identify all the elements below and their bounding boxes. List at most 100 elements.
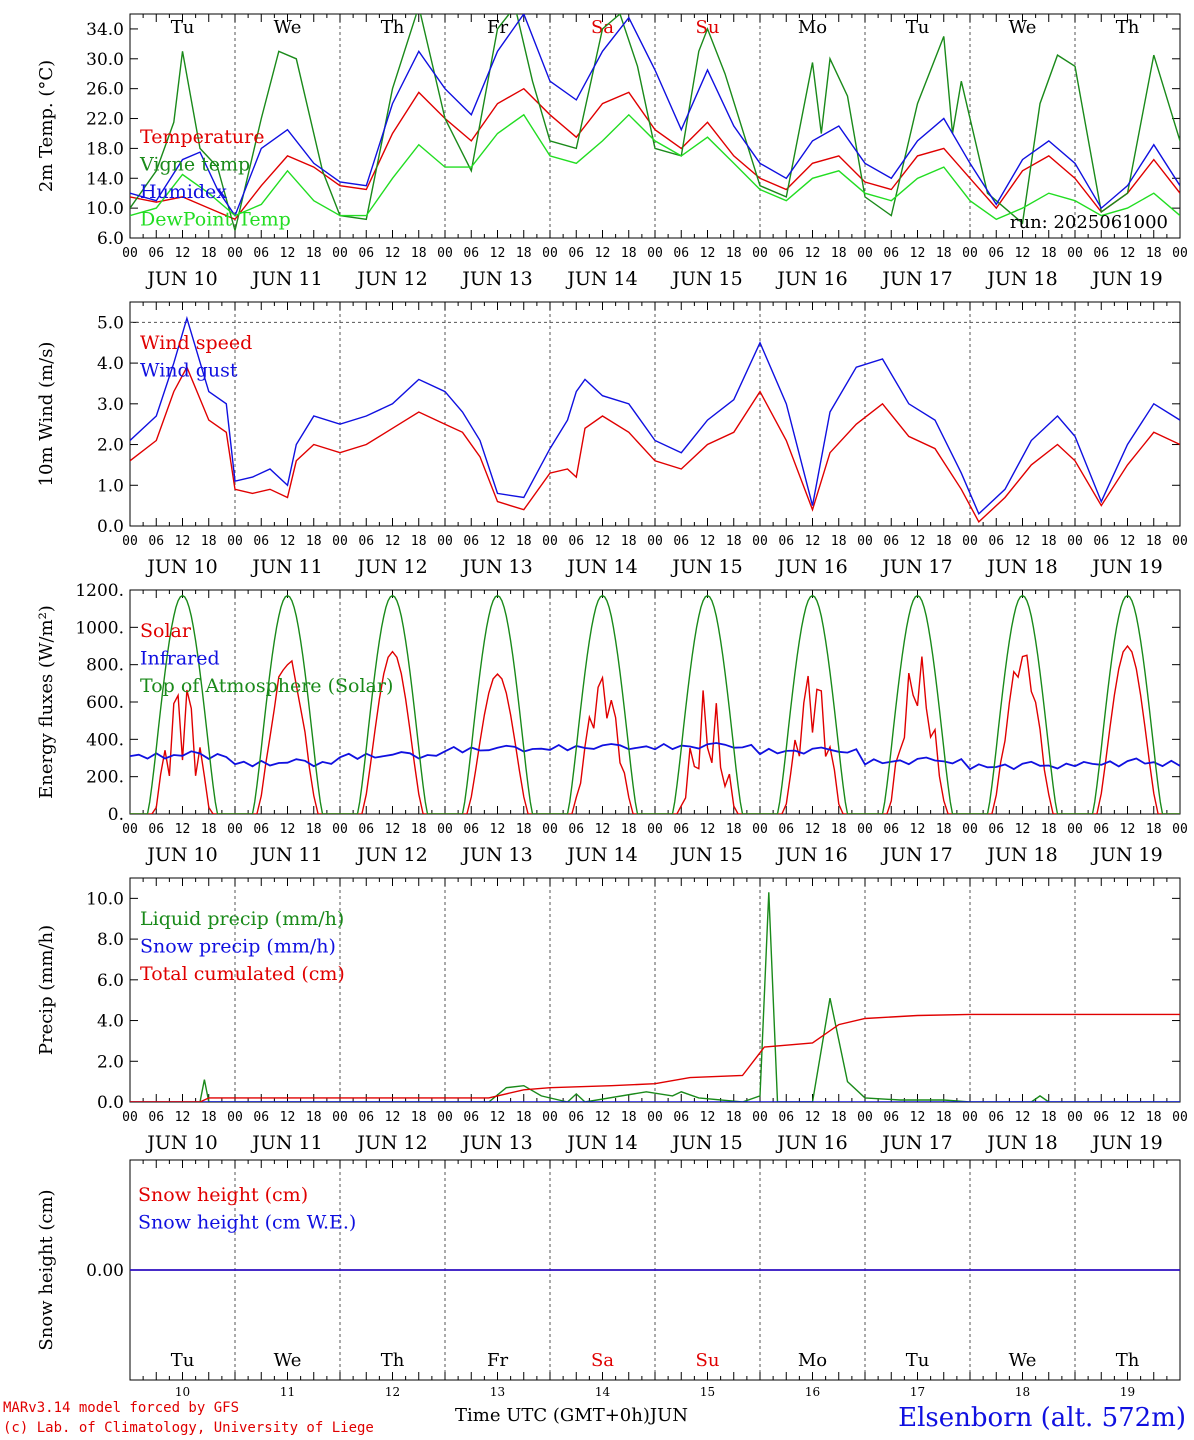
y-tick-label: 26.0 [86,80,124,100]
panel-3: 0. 200. 400. 600. 800. 1000. 1200. Energy fluxe… [36,581,1188,866]
hour-tick-label: 12 [595,534,611,549]
hour-tick-label: 00 [647,246,663,261]
weekday-label: Mo [798,1350,827,1371]
hour-tick-label: 06 [988,246,1004,261]
hour-tick-label: 00 [122,822,138,837]
series-line-wind-speed [130,365,1180,524]
hour-tick-label: 06 [1093,1110,1109,1125]
date-label: JUN 15 [670,268,742,290]
hour-tick-label: 00 [857,246,873,261]
hour-tick-label: 06 [253,822,269,837]
hour-tick-label: 12 [1120,246,1136,261]
hour-tick-label: 00 [332,822,348,837]
hour-tick-label: 18 [1146,246,1162,261]
hour-tick-label: 06 [463,822,479,837]
y-axis-label: 10m Wind (m/s) [36,342,57,487]
hour-tick-label: 00 [1172,822,1188,837]
hour-tick-label: 00 [1067,534,1083,549]
hour-tick-label: 12 [280,822,296,837]
hour-tick-label: 18 [831,1110,847,1125]
weekday-label: We [274,1350,302,1371]
date-label: JUN 16 [775,268,847,290]
hour-tick-label: 18 [936,1110,952,1125]
hour-tick-label: 18 [411,534,427,549]
hour-tick-label: 00 [1067,1110,1083,1125]
y-tick-label: 18.0 [86,139,124,159]
date-label: JUN 17 [880,556,952,578]
hour-tick-label: 00 [962,534,978,549]
hour-tick-label: 00 [437,534,453,549]
series-line-infrared [130,742,1180,771]
hour-tick-label: 06 [148,246,164,261]
hour-tick-label: 18 [726,822,742,837]
hour-tick-label: 06 [463,1110,479,1125]
hour-tick-label: 12 [490,822,506,837]
hour-tick-label: 12 [490,534,506,549]
hour-tick-label: 12 [700,534,716,549]
hour-tick-label: 18 [306,246,322,261]
y-tick-label: 4.0 [97,354,124,374]
y-tick-label: 200. [86,768,124,788]
hour-tick-label: 12 [1015,822,1031,837]
panel-1: 6.0 10.0 14.0 18.0 22.0 26.0 30.0 34.0 2m Temp. … [36,13,1188,290]
weekday-label: Su [696,1350,720,1371]
panel-frame [129,13,1181,239]
hour-tick-label: 00 [227,534,243,549]
series-line-temperature [130,87,1180,221]
hour-tick-label: 06 [358,1110,374,1125]
y-tick-label: 0.00 [86,1261,124,1281]
hour-tick-label: 00 [332,246,348,261]
day-number-label: 14 [595,1385,611,1399]
weekday-label: We [1009,17,1037,38]
day-number-label: 17 [910,1385,925,1399]
date-label: JUN 13 [460,1132,532,1154]
hour-tick-label: 06 [358,822,374,837]
y-tick-label: 0.0 [97,517,124,537]
hour-tick-label: 06 [883,822,899,837]
hour-tick-label: 18 [936,246,952,261]
y-tick-label: 6.0 [97,971,124,991]
weekday-label: Tu [906,1350,930,1371]
date-label: JUN 10 [145,1132,217,1154]
hour-tick-label: 18 [936,534,952,549]
hour-tick-label: 18 [516,534,532,549]
hour-tick-label: 00 [437,822,453,837]
hour-tick-label: 06 [568,246,584,261]
hour-tick-label: 12 [175,822,191,837]
date-label: JUN 10 [145,844,217,866]
hour-tick-label: 18 [831,822,847,837]
hour-tick-label: 00 [752,1110,768,1125]
y-tick-label: 34.0 [86,20,124,40]
hour-tick-label: 06 [1093,534,1109,549]
y-tick-label: 3.0 [97,395,124,415]
hour-tick-label: 18 [1041,1110,1057,1125]
hour-tick-label: 06 [358,246,374,261]
hour-tick-label: 00 [542,822,558,837]
hour-tick-label: 12 [1120,1110,1136,1125]
hour-tick-label: 00 [437,246,453,261]
hour-tick-label: 18 [726,534,742,549]
hour-tick-label: 06 [148,534,164,549]
hour-tick-label: 06 [568,822,584,837]
hour-tick-label: 00 [542,1110,558,1125]
hour-tick-label: 00 [1172,1110,1188,1125]
day-number-label: 12 [385,1385,400,1399]
date-label: JUN 11 [250,844,322,866]
hour-tick-label: 00 [122,1110,138,1125]
hour-tick-label: 06 [1093,822,1109,837]
hour-tick-label: 00 [962,1110,978,1125]
y-tick-label: 600. [86,693,124,713]
hour-tick-label: 06 [463,534,479,549]
series-line-solar [130,644,1180,814]
hour-tick-label: 12 [280,1110,296,1125]
hour-tick-label: 12 [805,1110,821,1125]
hour-tick-label: 18 [411,822,427,837]
date-label: JUN 18 [985,1132,1057,1154]
weekday-label: We [1009,1350,1037,1371]
day-number-label: 11 [280,1385,295,1399]
y-tick-label: 10.0 [86,889,124,909]
legend-entry: DewPoint Temp [140,209,291,231]
date-label: JUN 16 [775,1132,847,1154]
date-label: JUN 12 [355,844,427,866]
y-tick-label: 5.0 [97,313,124,333]
